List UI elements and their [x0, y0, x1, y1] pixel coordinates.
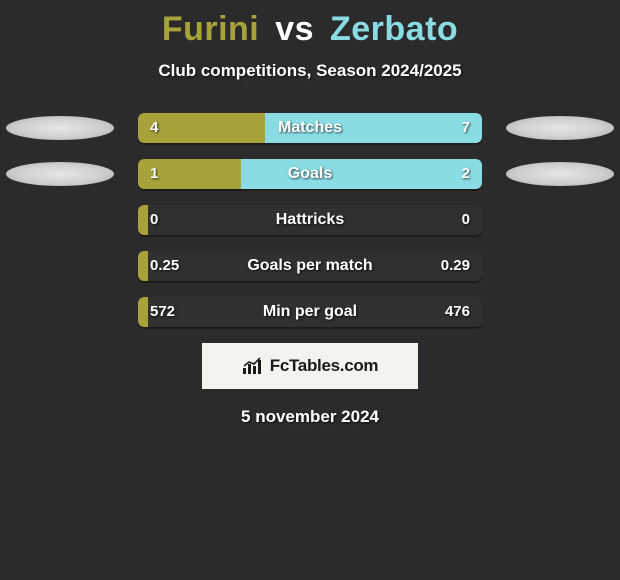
bar-left: [138, 113, 265, 143]
player-marker-left: [6, 162, 114, 186]
player1-name: Furini: [162, 10, 259, 48]
bar-track: [138, 297, 482, 327]
bar-left: [138, 205, 148, 235]
date-text: 5 november 2024: [0, 407, 620, 427]
subtitle: Club competitions, Season 2024/2025: [0, 61, 620, 81]
comparison-chart: Matches47 Goals12 Hattricks00 Goals per mat…: [0, 113, 620, 327]
stat-row: Goals12: [0, 159, 620, 189]
player-marker-right: [506, 116, 614, 140]
bar-track: [138, 251, 482, 281]
stat-row: Min per goal572476: [0, 297, 620, 327]
logo-text: FcTables.com: [270, 356, 379, 376]
bar-left: [138, 251, 148, 281]
bar-track: [138, 113, 482, 143]
stat-row: Goals per match0.250.29: [0, 251, 620, 281]
player-marker-right: [506, 162, 614, 186]
stat-row: Hattricks00: [0, 205, 620, 235]
bar-track: [138, 159, 482, 189]
bar-right: [265, 113, 482, 143]
logo-box: FcTables.com: [202, 343, 418, 389]
bar-right: [241, 159, 482, 189]
bar-track: [138, 205, 482, 235]
comparison-card: Furini vs Zerbato Club competitions, Sea…: [0, 0, 620, 580]
stat-row: Matches47: [0, 113, 620, 143]
player-marker-left: [6, 116, 114, 140]
bar-chart-icon: [242, 357, 264, 375]
bar-left: [138, 159, 241, 189]
vs-text: vs: [275, 10, 314, 48]
page-title: Furini vs Zerbato: [0, 0, 620, 49]
player2-name: Zerbato: [330, 10, 458, 48]
bar-left: [138, 297, 148, 327]
